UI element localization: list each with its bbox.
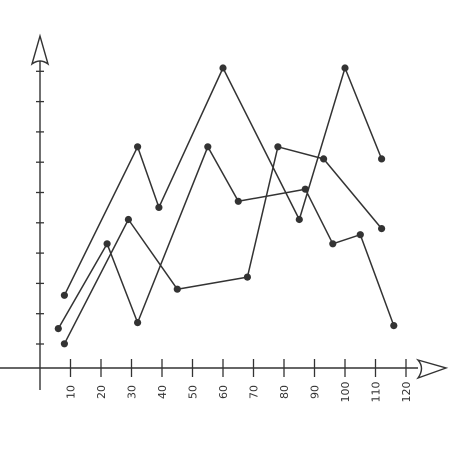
x-tick-label: 10 [65, 385, 78, 399]
x-tick-label: 100 [339, 382, 352, 403]
series-1-point [341, 64, 349, 72]
series-3-point [173, 285, 181, 293]
x-tick-label: 70 [248, 385, 261, 399]
x-axis-arrowhead [415, 358, 449, 380]
x-tick-label: 50 [187, 385, 200, 399]
series-1-point [134, 143, 142, 151]
series-3-point [274, 143, 282, 151]
x-tick-label: 80 [278, 385, 291, 399]
series-3-point [378, 225, 386, 233]
y-axis-arrowhead [30, 33, 50, 66]
series-1-point [60, 291, 68, 299]
x-tick-label: 120 [400, 382, 413, 403]
series-3-point [60, 340, 68, 348]
x-tick-label: 110 [370, 382, 383, 403]
x-tick-label: 60 [217, 385, 230, 399]
series-1-line [63, 67, 383, 297]
series-2-point [390, 322, 398, 330]
series-2-point [103, 240, 111, 248]
series-3-point [320, 155, 328, 163]
series-2-point [329, 240, 337, 248]
x-tick-label: 90 [309, 385, 322, 399]
series-1-point [155, 203, 163, 211]
series-2-point [204, 143, 212, 151]
axes [0, 33, 449, 390]
series-2-point [134, 319, 142, 327]
x-tick-label: 30 [126, 385, 139, 399]
series-1-point [378, 155, 386, 163]
series-3-point [243, 273, 251, 281]
series-1-point [219, 64, 227, 72]
series-3-point [124, 215, 132, 224]
series-2-point [301, 185, 309, 193]
series-2-line [57, 146, 395, 330]
x-tick-label: 40 [156, 385, 169, 399]
x-tick-label: 20 [95, 385, 108, 399]
series-2-point [234, 197, 242, 205]
series [54, 64, 398, 348]
series-2-point [54, 325, 62, 333]
series-2-point [356, 231, 364, 239]
series-1-point [295, 215, 303, 224]
ticks: 10 20 30 40 50 60 70 80 90 100 110 120 [36, 70, 413, 403]
